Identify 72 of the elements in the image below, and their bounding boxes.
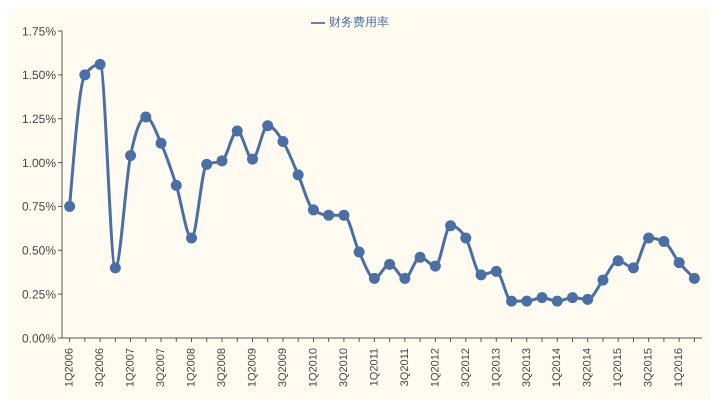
point — [308, 204, 319, 216]
point — [354, 246, 365, 258]
x-tick-label: 3Q2013 — [520, 348, 533, 388]
point — [612, 255, 624, 266]
x-tick-label: 3Q2007 — [155, 348, 168, 388]
point — [79, 69, 90, 80]
x-tick-label: 1Q2014 — [551, 348, 564, 388]
point — [156, 138, 167, 149]
point — [292, 169, 304, 180]
point — [566, 292, 578, 304]
point — [582, 294, 594, 305]
point — [262, 120, 274, 132]
point — [688, 272, 700, 284]
point — [506, 296, 518, 307]
x-tick-label: 3Q2010 — [338, 348, 350, 388]
point — [323, 210, 334, 221]
y-tick-label: 0.00% — [22, 331, 56, 346]
point — [201, 158, 212, 170]
point — [658, 236, 670, 248]
x-tick-label: 1Q2008 — [186, 348, 198, 388]
point — [490, 266, 502, 277]
x-tick-label: 3Q2015 — [642, 348, 655, 388]
x-tick-label: 1Q2007 — [124, 348, 137, 388]
point — [170, 180, 182, 191]
point — [476, 269, 487, 280]
point — [140, 111, 152, 122]
x-tick-label: 3Q2008 — [216, 348, 228, 388]
x-tick-label: 3Q2006 — [94, 348, 106, 388]
point — [552, 296, 563, 307]
point — [399, 272, 410, 284]
x-tick-label: 1Q2009 — [246, 348, 258, 388]
x-tick-label: 1Q2012 — [429, 348, 442, 388]
point — [460, 232, 472, 244]
x-tick-label: 3Q2014 — [582, 348, 594, 388]
point — [110, 262, 121, 274]
point — [643, 232, 654, 244]
y-tick-label: 0.25% — [22, 287, 56, 302]
y-tick-label: 0.75% — [22, 200, 56, 214]
point — [94, 58, 106, 70]
point — [216, 155, 228, 166]
point — [536, 292, 548, 304]
y-tick-label: 0.50% — [22, 244, 56, 258]
point — [597, 274, 608, 286]
y-tick-label: 1.50% — [22, 68, 56, 82]
point — [368, 272, 380, 284]
y-tick-label: 1.75% — [22, 24, 56, 38]
point — [674, 257, 685, 268]
point — [64, 200, 76, 212]
x-tick-label: 3Q2012 — [460, 348, 472, 388]
point — [246, 154, 258, 165]
x-tick-label: 3Q2011 — [398, 348, 411, 386]
point — [445, 220, 456, 232]
point — [125, 150, 136, 162]
point — [414, 252, 426, 263]
legend-label: 财务费用率 — [329, 15, 389, 29]
point — [384, 258, 396, 270]
x-tick-label: 1Q2013 — [490, 348, 502, 388]
point — [521, 296, 532, 307]
x-tick-label: 1Q2015 — [612, 348, 624, 388]
x-tick-label: 1Q2006 — [64, 348, 76, 388]
point — [186, 232, 198, 244]
x-tick-label: 1Q2010 — [307, 348, 320, 388]
y-tick-label: 1.25% — [22, 112, 56, 126]
x-tick-label: 3Q2009 — [276, 348, 289, 388]
point — [338, 210, 350, 221]
point — [277, 136, 288, 148]
x-tick-label: 1Q2016 — [673, 348, 686, 388]
point — [232, 125, 243, 136]
x-tick-label: 1Q2011 — [368, 348, 380, 386]
y-tick-label: 1.00% — [22, 156, 56, 170]
point — [628, 262, 639, 274]
point — [430, 260, 441, 272]
